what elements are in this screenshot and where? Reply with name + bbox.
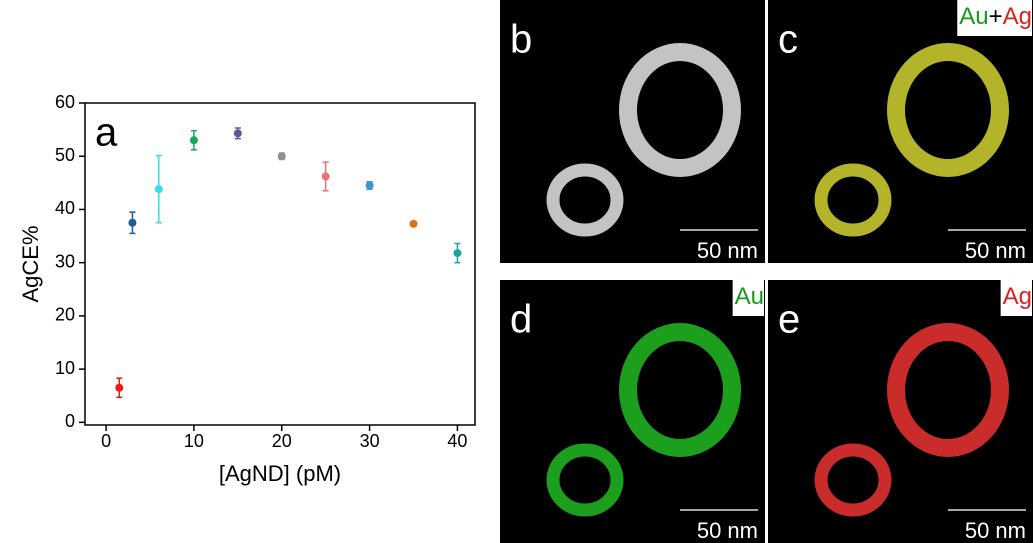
plot-frame [84, 102, 476, 426]
element-label: Au+Ag [959, 3, 1032, 30]
data-point [233, 129, 242, 138]
panel-label: a [95, 111, 118, 155]
scale-bar-label: 50 nm [965, 238, 1026, 263]
y-tick-label: 40 [55, 198, 75, 218]
x-tick-label: 20 [272, 431, 292, 451]
y-tick-label: 10 [55, 358, 75, 378]
data-point [409, 219, 418, 228]
x-tick-label: 40 [447, 431, 467, 451]
element-label: Au [735, 283, 764, 310]
x-tick-label: 30 [360, 431, 380, 451]
x-axis-title: [AgND] (pM) [219, 461, 341, 486]
element-label-bg [732, 280, 764, 316]
particle-ring [814, 163, 892, 237]
scale-bar-label: 50 nm [965, 518, 1026, 543]
element-label-bg [1000, 280, 1032, 316]
panel-label: b [510, 18, 532, 62]
data-point [453, 249, 462, 258]
data-point [365, 181, 374, 190]
data-point [154, 185, 163, 194]
element-label-part: Ag [1003, 283, 1032, 310]
element-label-part: + [989, 3, 1003, 30]
particle-ring [814, 443, 892, 517]
particle-ring [887, 43, 1009, 177]
particle-ring [546, 163, 624, 237]
element-label-part: Au [959, 3, 988, 30]
element-label-part: Ag [1003, 3, 1032, 30]
y-tick-label: 20 [55, 305, 75, 325]
panel-label: c [778, 18, 798, 62]
data-point [115, 383, 124, 392]
y-tick-label: 0 [65, 411, 75, 431]
panel-label: d [510, 298, 532, 342]
x-tick-label: 10 [184, 431, 204, 451]
scale-bar-label: 50 nm [697, 238, 758, 263]
element-label-part: Au [735, 283, 764, 310]
data-point [321, 172, 330, 181]
particle-ring [887, 323, 1009, 457]
y-tick-label: 50 [55, 145, 75, 165]
particle-ring [546, 443, 624, 517]
data-point [277, 152, 286, 161]
data-point [189, 136, 198, 145]
element-label-bg [957, 0, 1032, 36]
x-tick-label: 0 [101, 431, 111, 451]
particle-ring [619, 323, 741, 457]
element-label: Ag [1003, 283, 1032, 310]
y-tick-label: 30 [55, 251, 75, 271]
y-tick-label: 60 [55, 92, 75, 112]
scale-bar-label: 50 nm [697, 518, 758, 543]
particle-ring [619, 43, 741, 177]
data-point [128, 218, 137, 227]
panel-label: e [778, 298, 800, 342]
y-axis-title: AgCE% [18, 225, 43, 302]
